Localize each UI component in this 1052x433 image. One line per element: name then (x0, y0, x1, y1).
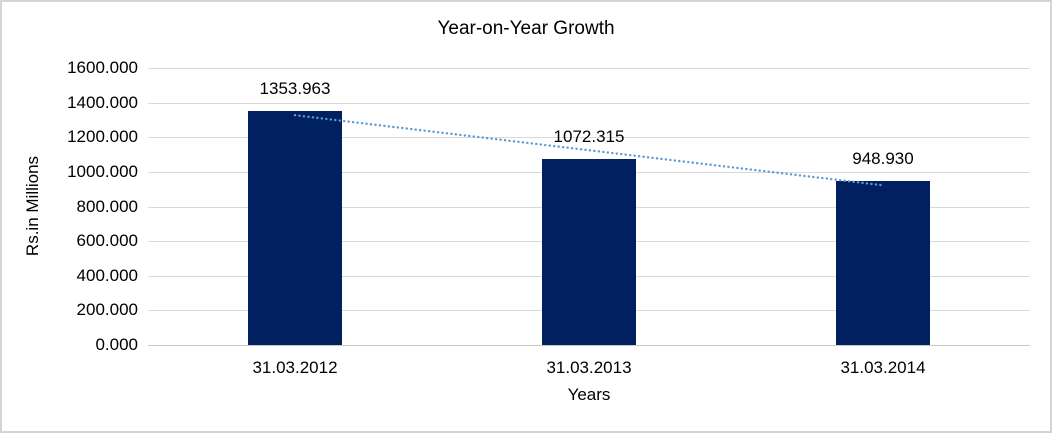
y-tick-label: 1200.000 (67, 127, 138, 147)
y-tick-label: 1000.000 (67, 161, 138, 181)
y-tick-label: 1400.000 (67, 92, 138, 112)
bar (836, 180, 930, 345)
chart-title: Year-on-Year Growth (437, 18, 615, 39)
y-tick-label: 200.000 (76, 300, 138, 320)
gridline (148, 102, 1030, 104)
bar (248, 110, 342, 345)
x-axis-title: Years (567, 385, 611, 404)
plot-area: 1353.963 1072.315 948.930 (148, 68, 1030, 346)
y-tick-label: 1600.000 (67, 58, 138, 77)
y-tick-label: 0.000 (95, 335, 138, 354)
y-tick-label: 600.000 (76, 231, 138, 251)
bar-value-label: 948.930 (852, 148, 914, 168)
bar (542, 159, 636, 345)
bar-value-label: 1072.315 (553, 127, 625, 147)
x-tick-label: 31.03.2012 (252, 358, 338, 377)
x-axis-line (148, 345, 1030, 346)
bar-value-label: 1353.963 (259, 78, 331, 98)
x-tick-label: 31.03.2014 (840, 358, 926, 377)
y-tick-label: 800.000 (76, 196, 138, 216)
y-tick-label: 400.000 (76, 265, 138, 285)
x-tick-label: 31.03.2013 (546, 358, 632, 377)
gridline (148, 68, 1030, 69)
